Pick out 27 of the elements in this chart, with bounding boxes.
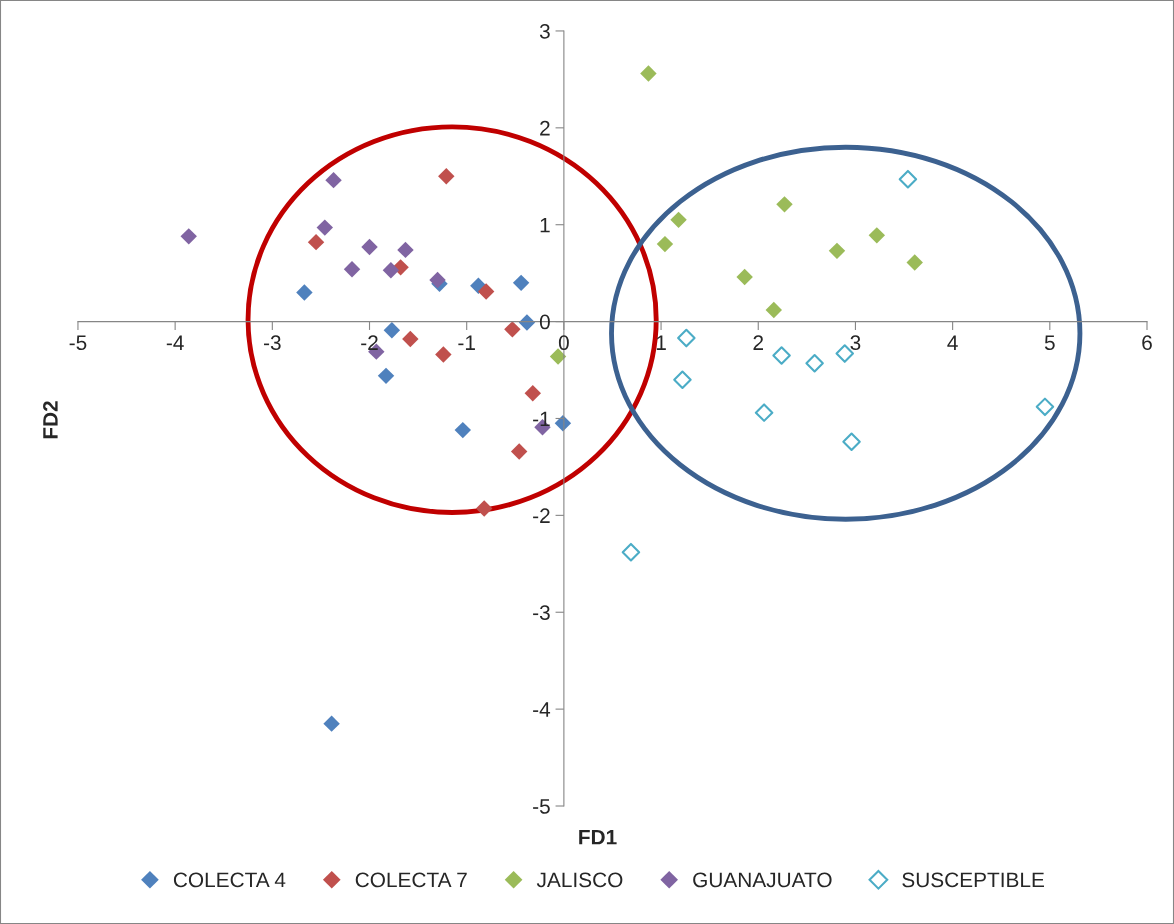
x-tick-label: 6	[1142, 335, 1152, 351]
x-tick-label: 5	[1044, 335, 1055, 351]
x-axis-title: FD1	[579, 830, 617, 845]
x-tick-label: 0	[558, 335, 569, 351]
legend-label: GUANAJUATO	[693, 872, 832, 888]
y-axis-title: FD2	[43, 401, 58, 439]
legend-label: JALISCO	[536, 872, 623, 888]
x-tick-label: -4	[166, 335, 184, 350]
y-tick-label: -3	[533, 605, 550, 620]
x-tick-label: 3	[850, 335, 861, 351]
x-tick-label: -1	[458, 335, 475, 350]
x-tick-label: 2	[753, 335, 763, 350]
x-tick-label: -3	[263, 335, 281, 351]
x-tick-label: 1	[656, 335, 666, 350]
x-tick-label: -2	[361, 335, 378, 350]
y-tick-label: -5	[533, 799, 550, 814]
y-tick-label: -2	[533, 508, 550, 523]
legend-label: COLECTA 7	[355, 872, 467, 888]
y-tick-label: 3	[539, 23, 550, 39]
y-tick-label: -4	[533, 702, 551, 717]
legend-label: COLECTA 4	[173, 872, 286, 888]
y-tick-label: 2	[540, 120, 550, 136]
x-tick-label: -5	[69, 335, 87, 351]
y-tick-label: -1	[533, 411, 550, 427]
x-tick-label: 4	[947, 335, 958, 350]
legend-label: SUSCEPTIBLE	[902, 872, 1044, 888]
y-tick-label: 1	[540, 217, 550, 233]
